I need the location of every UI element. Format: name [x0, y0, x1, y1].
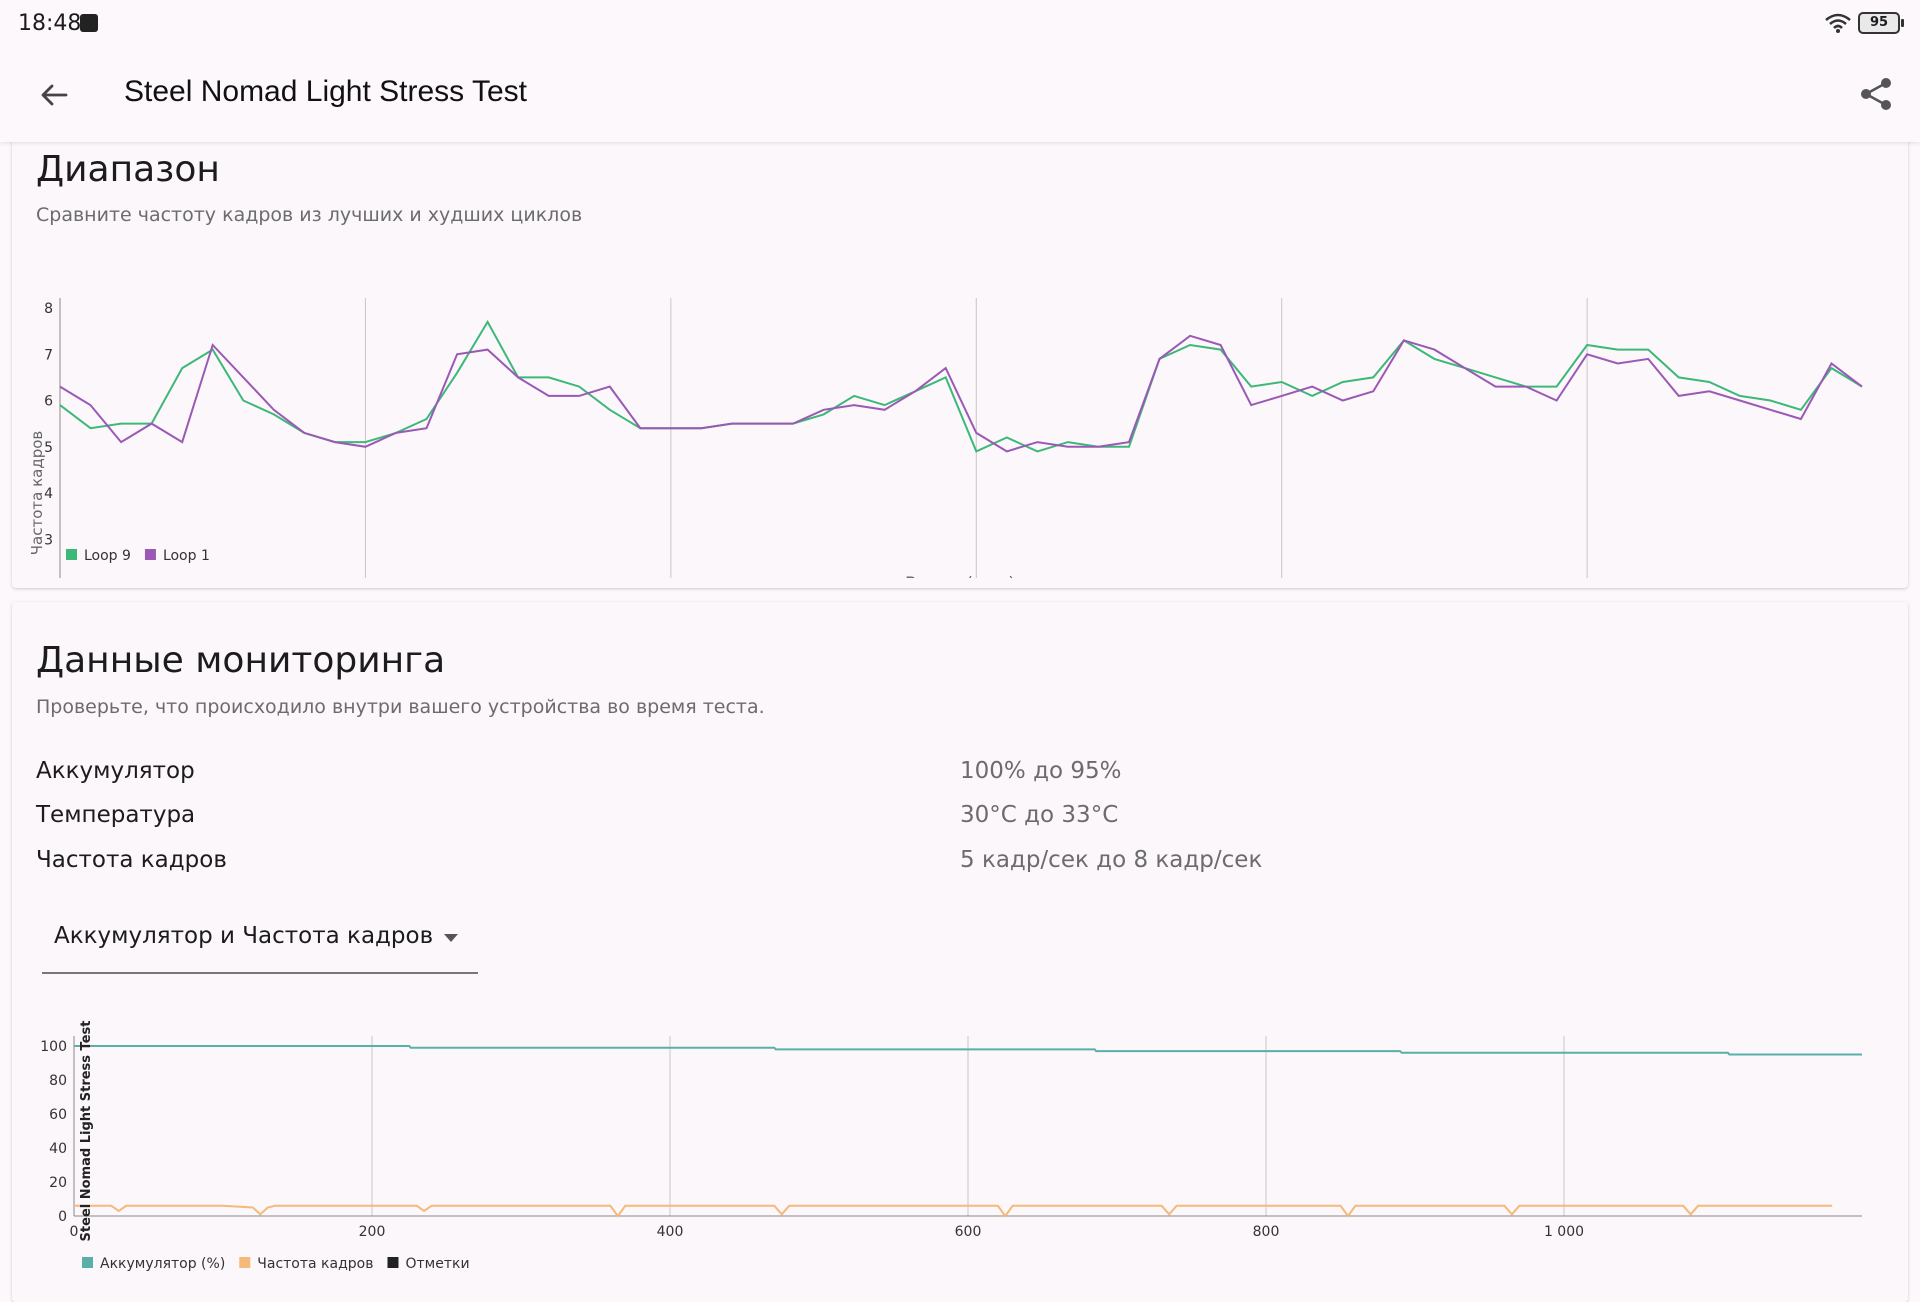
monitoring-chart: 0 200 400 600 800 1 000 0 20 40 60 80 100 Аккумулято… — [40, 1021, 1862, 1272]
status-time: 18:48 — [18, 11, 82, 36]
monitor-chart-y-tick-label: 20 — [49, 1175, 67, 1191]
info-label-battery: Аккумулятор — [36, 758, 195, 784]
monitor-chart-y-tick-label: 100 — [40, 1039, 67, 1055]
monitor-chart-y-tick-label: 0 — [58, 1209, 67, 1225]
monitor-chart-legend-label-3: Отметки — [405, 1256, 469, 1272]
monitor-chart-series-line-1 — [74, 1045, 1862, 1056]
monitor-chart-legend-label-2: Частота кадров — [257, 1256, 373, 1272]
fps-chart-legend-swatch-1 — [66, 549, 77, 560]
monitoring-subtitle: Проверьте, что происходило внутри вашего… — [36, 696, 765, 718]
monitor-chart-y-axis-label: Steel Nomad Light Stress Test — [79, 1021, 94, 1242]
page-title: Steel Nomad Light Stress Test — [124, 75, 527, 108]
range-subtitle: Сравните частоту кадров из лучших и худш… — [36, 204, 583, 226]
monitor-chart-y-tick-label: 80 — [49, 1073, 67, 1089]
chevron-down-icon — [444, 934, 458, 942]
fps-chart-y-tick-label: 8 — [44, 301, 53, 317]
monitor-chart-legend-swatch-2 — [239, 1257, 251, 1268]
status-bar: 18:48 95 — [0, 0, 1920, 48]
monitor-chart-y-tick-label: 40 — [49, 1141, 67, 1157]
monitor-chart-x-tick-label: 200 — [359, 1224, 386, 1240]
back-arrow-icon[interactable] — [34, 75, 74, 115]
monitor-chart-x-tick-label: 0 — [70, 1224, 79, 1240]
app-bar: Steel Nomad Light Stress Test — [0, 48, 1920, 142]
fps-chart-x-axis-label: Время (сек.) — [905, 574, 1015, 578]
fps-chart-legend-label-2: Loop 1 — [163, 548, 210, 564]
monitor-chart-y-tick-label: 60 — [49, 1107, 67, 1123]
monitor-chart-legend-swatch-3 — [387, 1257, 399, 1268]
monitor-chart-legend-label-1: Аккумулятор (%) — [100, 1256, 225, 1272]
range-title: Диапазон — [36, 149, 220, 190]
dropdown-value: Аккумулятор и Частота кадров — [54, 923, 434, 949]
fps-chart-y-tick-label: 5 — [44, 440, 53, 456]
fps-chart-series-line-1 — [59, 319, 1863, 453]
fps-chart-series-line-2 — [59, 334, 1863, 453]
share-icon[interactable] — [1856, 74, 1896, 114]
fps-chart-legend-swatch-2 — [144, 549, 156, 560]
fps-chart-y-tick-label: 6 — [44, 394, 53, 410]
info-value-fps: 5 кадр/сек до 8 кадр/сек — [960, 847, 1263, 873]
monitor-chart-x-tick-label: 600 — [955, 1224, 982, 1240]
status-icons: 95 — [1824, 12, 1904, 34]
monitor-chart-series-line-2 — [74, 1204, 1833, 1218]
fps-chart-legend-label-1: Loop 9 — [84, 548, 131, 564]
battery-icon: 95 — [1858, 12, 1904, 34]
monitor-chart-x-tick-label: 1 000 — [1544, 1224, 1584, 1240]
monitor-chart-x-tick-label: 400 — [657, 1224, 684, 1240]
monitor-chart-legend-swatch-1 — [82, 1257, 93, 1268]
monitoring-title: Данные мониторинга — [36, 640, 446, 681]
info-value-temperature: 30°C до 33°C — [960, 802, 1119, 828]
fps-chart-y-tick-label: 4 — [44, 486, 53, 502]
info-value-battery: 100% до 95% — [960, 758, 1122, 784]
fps-chart-y-tick-label: 3 — [44, 532, 53, 548]
fps-chart-y-tick-label: 7 — [44, 347, 53, 363]
range-card: Диапазон Сравните частоту кадров из лучш… — [12, 130, 1908, 588]
wifi-icon — [1825, 13, 1851, 33]
monitor-chart-x-tick-label: 800 — [1253, 1224, 1280, 1240]
chart-select-dropdown[interactable]: Аккумулятор и Частота кадров — [42, 902, 478, 974]
monitoring-card: Данные мониторинга Проверьте, что происх… — [12, 602, 1908, 1302]
info-label-temperature: Температура — [36, 802, 196, 828]
app-notification-icon — [80, 14, 98, 32]
fps-chart-y-axis-label: Частота кадров — [28, 431, 46, 556]
info-label-fps: Частота кадров — [36, 847, 227, 873]
